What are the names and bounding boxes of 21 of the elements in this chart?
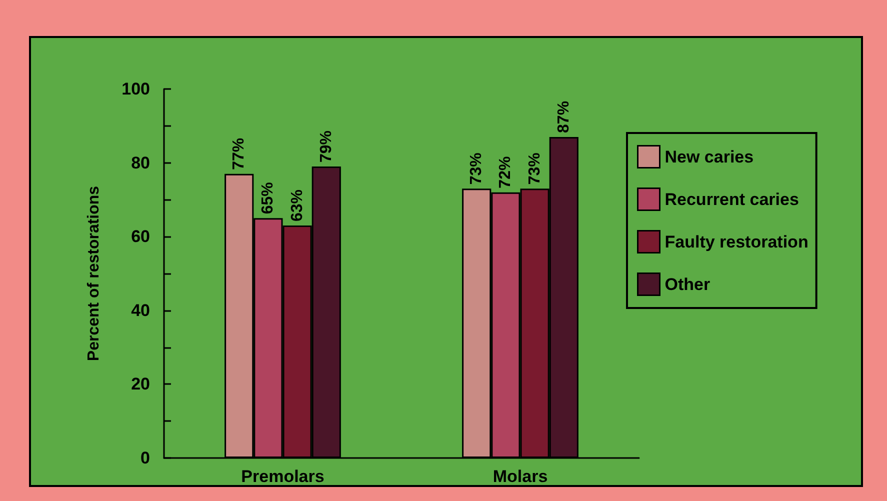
data-label: 79% [318,130,335,162]
y-tick-label: 20 [131,374,150,394]
data-label: 77% [230,138,248,170]
y-axis-title: Percent of restorations [86,186,102,362]
x-tick-label: Premolars [241,467,324,486]
data-label: 63% [288,190,306,222]
data-label: 73% [526,152,544,185]
y-tick-label: 0 [140,448,150,468]
x-tick-label: Molars [492,467,548,486]
data-label: 73% [468,152,486,185]
y-tick-label: 40 [131,300,150,320]
y-tick-label: 80 [131,153,150,172]
legend-label: Faulty restoration [664,232,808,252]
legend-label: New caries [664,147,754,166]
legend-label: Recurrent caries [664,190,799,209]
y-tick-label: 60 [131,227,150,246]
legend-label: Other [664,274,710,294]
y-tick-label: 100 [122,80,150,98]
data-label: 72% [497,156,514,188]
data-label: 65% [260,182,277,214]
data-label: 87% [555,100,572,133]
